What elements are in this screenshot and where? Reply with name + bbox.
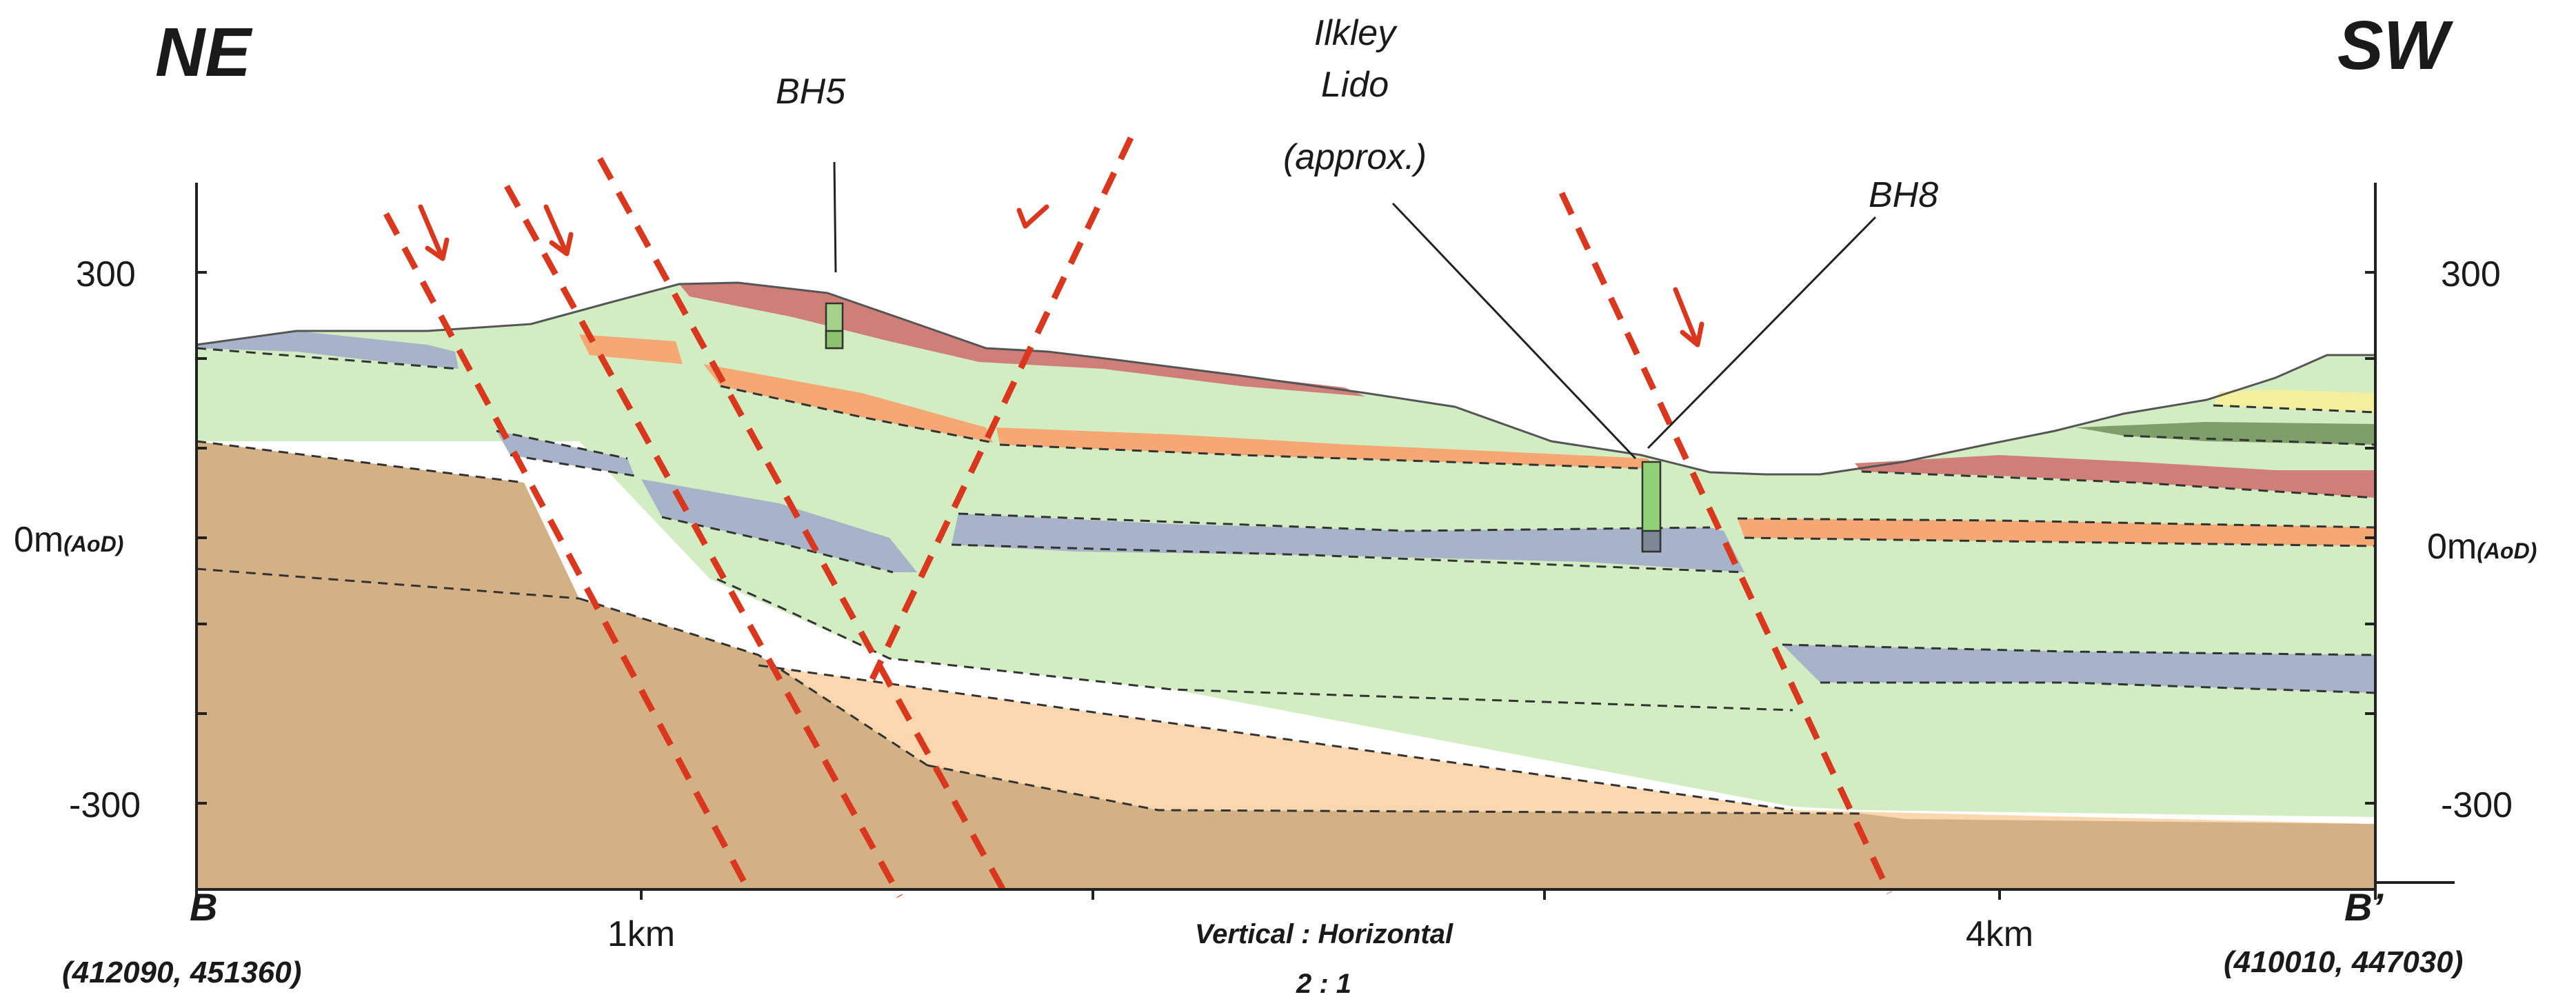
contact-line xyxy=(661,516,894,574)
y-label-left-zero: 0m(AoD) xyxy=(14,520,123,560)
bottom-axis-ticks xyxy=(195,889,2377,900)
layer-blue-grey-bed xyxy=(1782,645,2375,693)
contact-line xyxy=(927,764,1862,815)
contact-line xyxy=(1861,470,2376,499)
layer-orange-bed xyxy=(579,334,683,364)
left-axis-ticks xyxy=(197,271,207,805)
contact-line xyxy=(196,567,580,600)
contact-line xyxy=(510,454,635,477)
scale-note-line1: Vertical : Horizontal xyxy=(1195,919,1453,949)
endpoint-right-name: B’ xyxy=(2344,885,2384,929)
lido-label-line1: Ilkley xyxy=(1314,13,1398,53)
right-axis-ticks xyxy=(2365,271,2455,884)
contact-line xyxy=(1737,517,2376,529)
layer-red-bed xyxy=(679,283,1365,396)
borehole-bh8-bottom xyxy=(1641,530,1662,553)
contact-line xyxy=(496,430,628,460)
bh8-label: BH8 xyxy=(1869,175,1938,215)
leader-bh8 xyxy=(1647,216,1877,450)
contact-line xyxy=(716,578,1793,712)
y-label-left-zero-suffix: (AoD) xyxy=(63,532,123,556)
y-label-left-top: 300 xyxy=(76,254,136,294)
fault-line xyxy=(1558,192,1893,894)
fault-arrow xyxy=(1673,287,1704,347)
fault-line xyxy=(383,212,751,891)
y-label-right-zero: 0m(AoD) xyxy=(2427,527,2537,567)
fault-line xyxy=(597,157,1009,898)
lido-label-line2: Lido xyxy=(1321,65,1389,105)
layer-blue-grey-bed xyxy=(496,431,634,476)
contact-line xyxy=(720,385,994,444)
fault-arrow xyxy=(418,204,450,261)
y-label-right-bottom: -300 xyxy=(2441,785,2513,825)
layer-red-bed xyxy=(1855,455,2375,498)
ground-surface xyxy=(196,281,2375,476)
contact-line xyxy=(196,440,525,484)
contact-line xyxy=(2123,434,2376,446)
layer-blue-grey-bed xyxy=(952,514,1744,572)
y-label-right-top: 300 xyxy=(2441,254,2501,294)
contact-line xyxy=(196,347,459,370)
lido-label-line3: (approx.) xyxy=(1283,137,1427,177)
endpoint-left-coords: (412090, 451360) xyxy=(62,956,301,989)
scale-note-line2: 2 : 1 xyxy=(1296,969,1351,999)
fault-arrow xyxy=(1016,204,1049,229)
layer-dark-green-bed xyxy=(2075,422,2375,445)
contact-line xyxy=(1820,681,2376,694)
contact-line xyxy=(999,443,1656,470)
y-label-right-zero-suffix: (AoD) xyxy=(2477,538,2537,563)
fault-line xyxy=(504,184,903,898)
endpoint-left-name: B xyxy=(190,885,217,929)
contact-line xyxy=(1782,643,2376,656)
contact-line xyxy=(758,664,1793,812)
contact-line xyxy=(578,597,928,767)
fault-line xyxy=(869,137,1134,681)
leader-bh5 xyxy=(833,161,837,273)
contact-line xyxy=(958,512,1711,532)
endpoint-right-coords: (410010, 447030) xyxy=(2224,945,2463,979)
x-label-1km: 1km xyxy=(607,914,675,954)
bh5-label: BH5 xyxy=(776,72,846,112)
layer-blue-grey-bed xyxy=(641,479,917,572)
contact-line xyxy=(951,543,1745,574)
direction-right-label: SW xyxy=(2337,7,2454,84)
layer-blue-grey-bed xyxy=(197,331,459,369)
contact-line xyxy=(2213,404,2376,414)
x-label-4km: 4km xyxy=(1966,914,2033,954)
direction-left-label: NE xyxy=(155,14,253,91)
layer-orange-bed xyxy=(703,364,993,443)
layer-orange-bed xyxy=(996,427,1655,469)
layer-mudstone-brown xyxy=(197,441,2375,889)
contact-line xyxy=(1744,536,2376,547)
y-label-left-bottom: -300 xyxy=(69,785,141,825)
fault-arrow xyxy=(543,204,574,256)
leader-lido xyxy=(1391,202,1637,460)
borehole-bh5-bottom xyxy=(825,330,844,350)
